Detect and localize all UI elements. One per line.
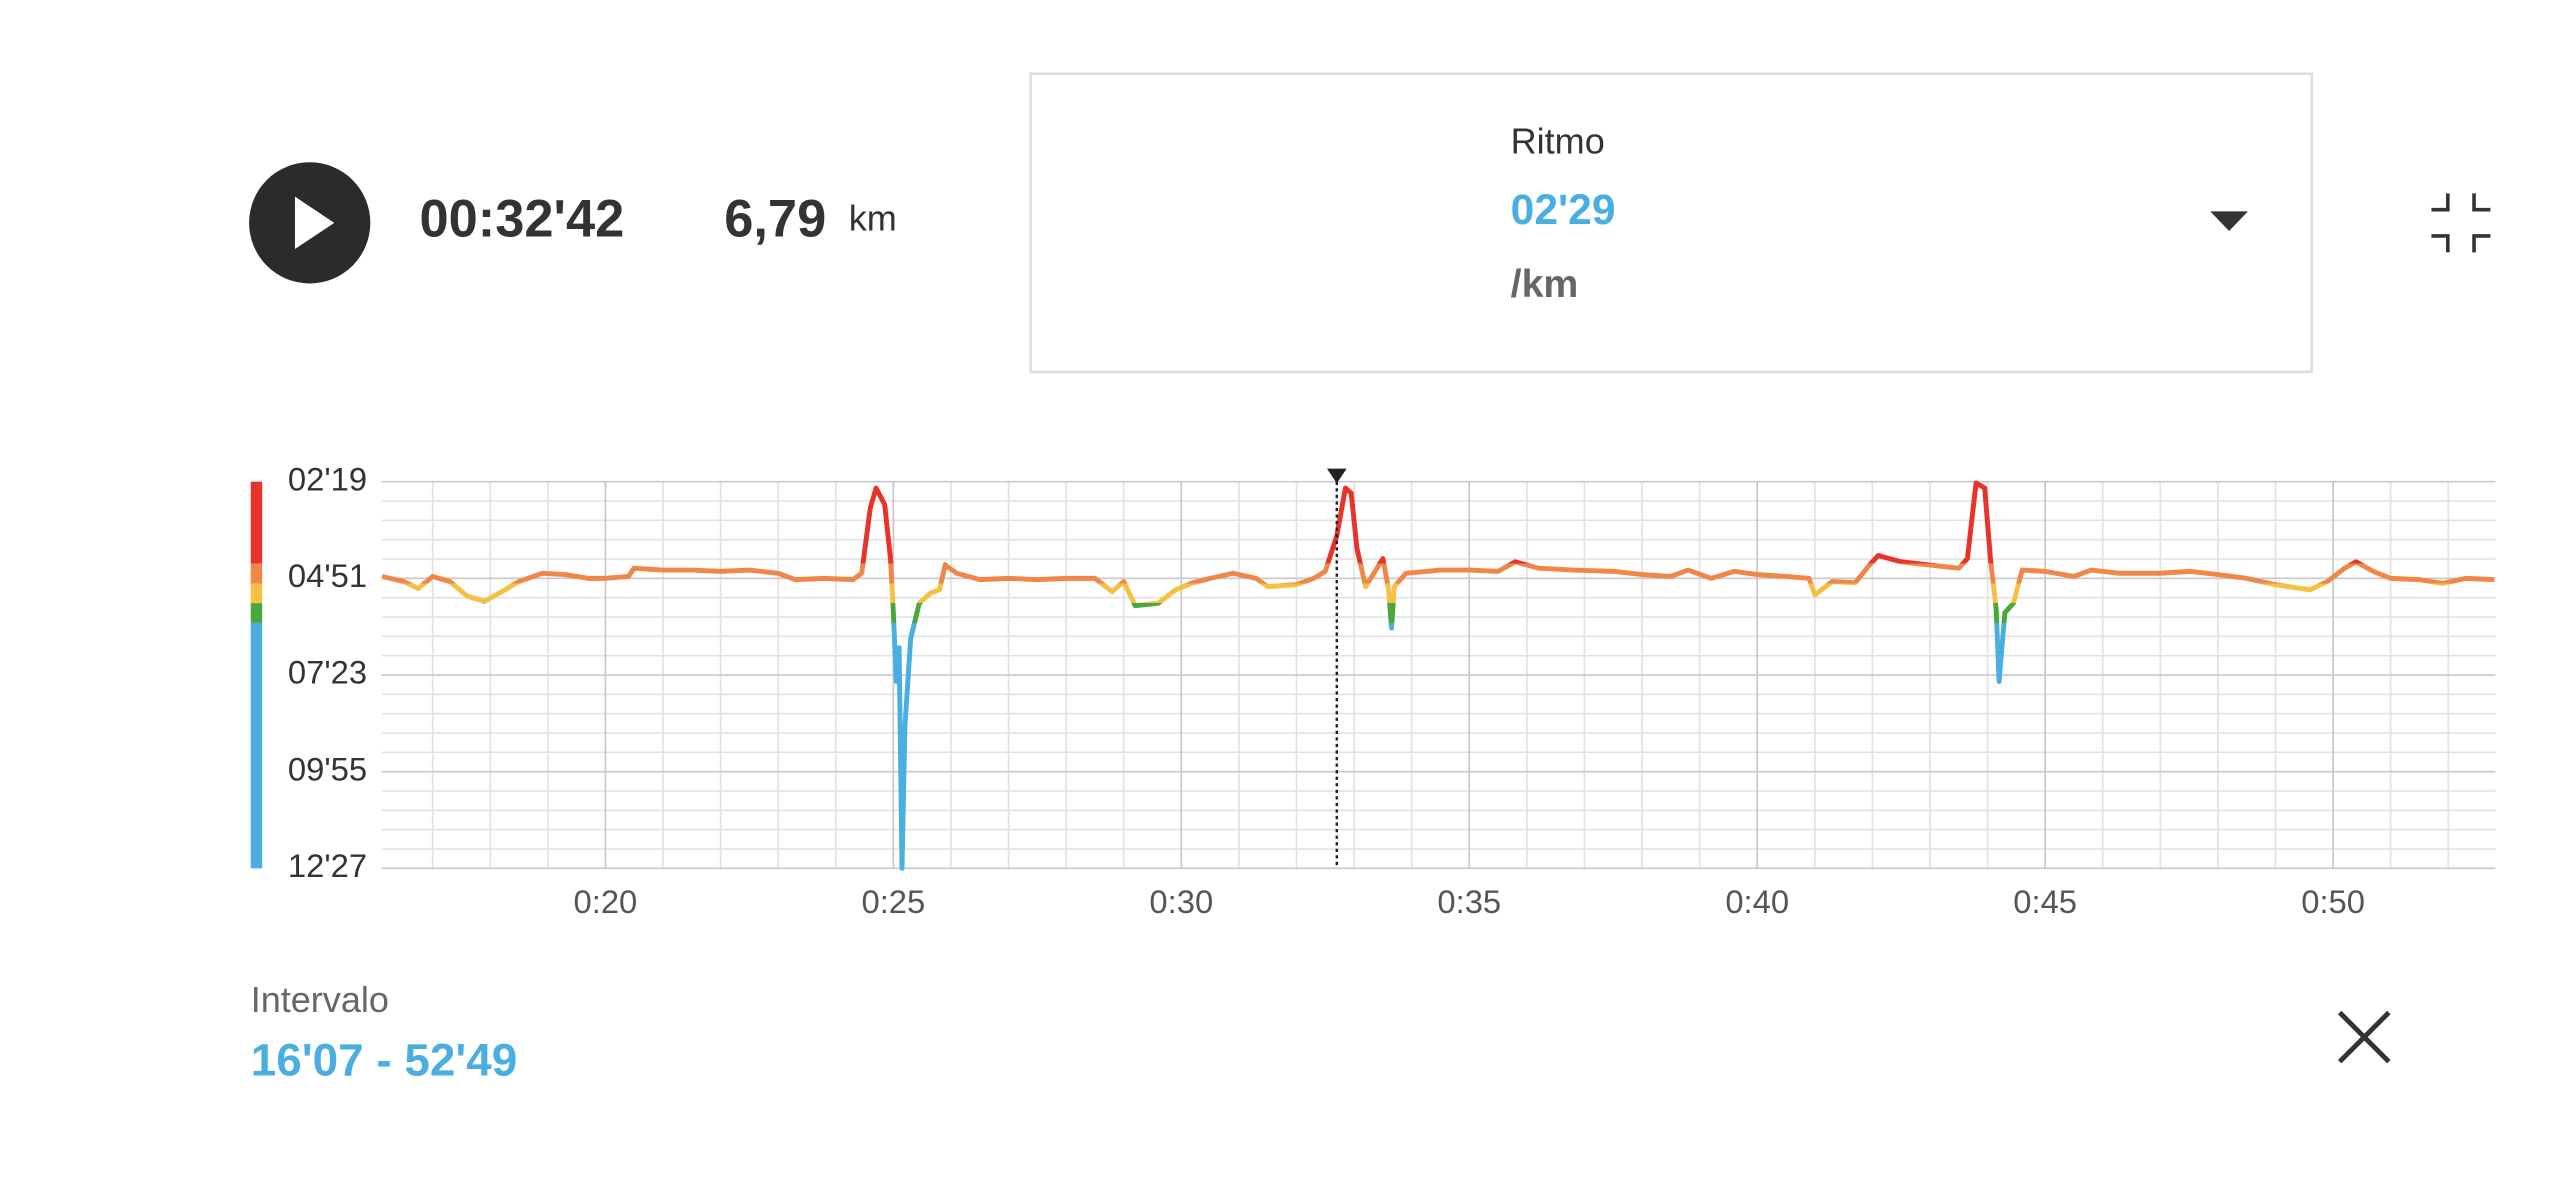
y-tick-label: 09'55 (288, 750, 367, 787)
metric-value: 02'29 (1511, 186, 1616, 234)
pace-chart: 02'19 04'51 07'23 09'55 12'27 0:20 0:25 0:30 0:3… (250, 460, 2496, 920)
pace-line (381, 480, 2495, 871)
close-button[interactable] (2337, 1010, 2391, 1064)
zone-bar (250, 583, 263, 604)
play-icon[interactable] (294, 196, 335, 250)
x-tick-label: 0:20 (574, 883, 638, 920)
y-tick-label: 04'51 (288, 557, 367, 594)
interval-label: Intervalo (251, 979, 389, 1020)
zone-bar (250, 563, 263, 584)
x-tick-label: 0:30 (1149, 883, 1213, 920)
play-button[interactable] (249, 162, 371, 284)
y-tick-label: 12'27 (288, 847, 367, 884)
zone-bar (250, 603, 263, 623)
x-tick-label: 0:35 (1437, 883, 1501, 920)
zone-bar (250, 481, 263, 564)
collapse-button[interactable] (2431, 193, 2491, 253)
distance: 6,79 (724, 191, 826, 249)
cursor-marker (1326, 468, 1347, 484)
dropdown-arrow[interactable] (2210, 211, 2248, 232)
distance-unit: km (849, 198, 897, 239)
metric-unit: /km (1511, 262, 1579, 306)
zone-bar (250, 622, 263, 869)
y-tick-label: 02'19 (288, 460, 367, 497)
metric-dropdown[interactable]: Ritmo 02'29 /km (1029, 72, 2314, 374)
x-tick-label: 0:50 (2301, 883, 2365, 920)
x-tick-label: 0:40 (1725, 883, 1789, 920)
interval-range: 16'07 - 52'49 (251, 1033, 518, 1085)
dropdown-box[interactable] (1029, 72, 2314, 374)
elapsed-time: 00:32'42 (419, 191, 624, 249)
y-tick-label: 07'23 (288, 654, 367, 691)
x-tick-label: 0:45 (2013, 883, 2077, 920)
x-tick-label: 0:25 (861, 883, 925, 920)
metric-label: Ritmo (1511, 121, 1605, 162)
